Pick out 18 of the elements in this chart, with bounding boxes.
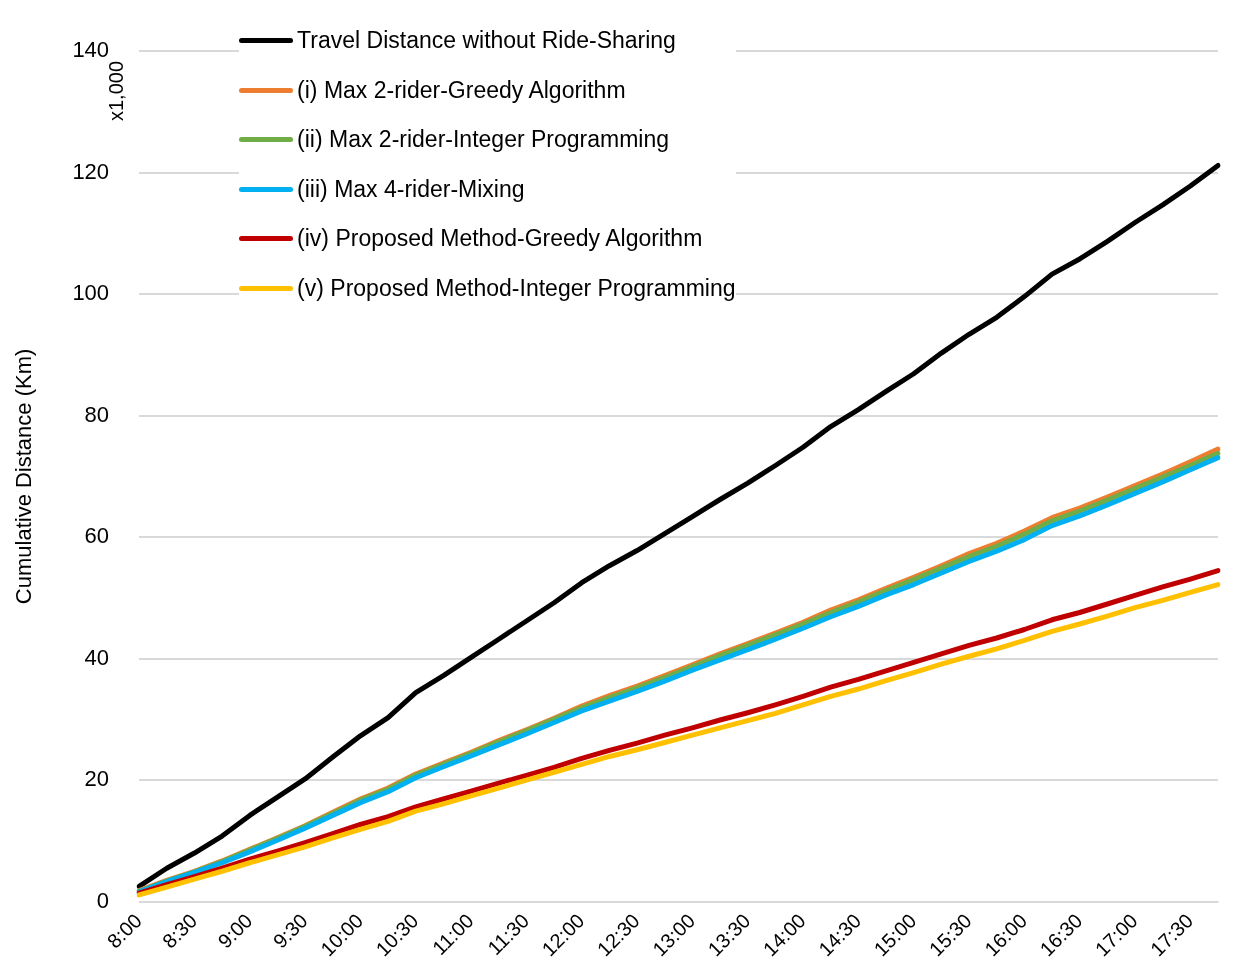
- y-tick-label: 100: [72, 280, 110, 306]
- legend-label: (iv) Proposed Method-Greedy Algorithm: [297, 225, 703, 253]
- y-tick-label: 140: [72, 37, 110, 63]
- legend-label: Travel Distance without Ride-Sharing: [297, 27, 676, 55]
- x-tick-label: 9:00: [213, 909, 257, 953]
- y-tick-label: 60: [84, 523, 110, 549]
- text: x1,000: [105, 61, 129, 122]
- y-axis-title: Cumulative Distance (Km): [11, 348, 37, 605]
- x-tick-label: 8:30: [158, 909, 202, 953]
- y-tick-label: 80: [84, 401, 110, 427]
- y-tick-label: 120: [72, 158, 110, 184]
- y-tick-label: 40: [84, 644, 110, 670]
- legend-label: (ii) Max 2-rider-Integer Programming: [297, 126, 670, 154]
- legend-label: (v) Proposed Method-Integer Programming: [297, 274, 736, 302]
- x-tick-label: 9:30: [268, 909, 312, 953]
- y-tick-label: 20: [84, 766, 110, 792]
- legend-label: (iii) Max 4-rider-Mixing: [297, 175, 525, 203]
- legend-label: (i) Max 2-rider-Greedy Algorithm: [297, 76, 626, 104]
